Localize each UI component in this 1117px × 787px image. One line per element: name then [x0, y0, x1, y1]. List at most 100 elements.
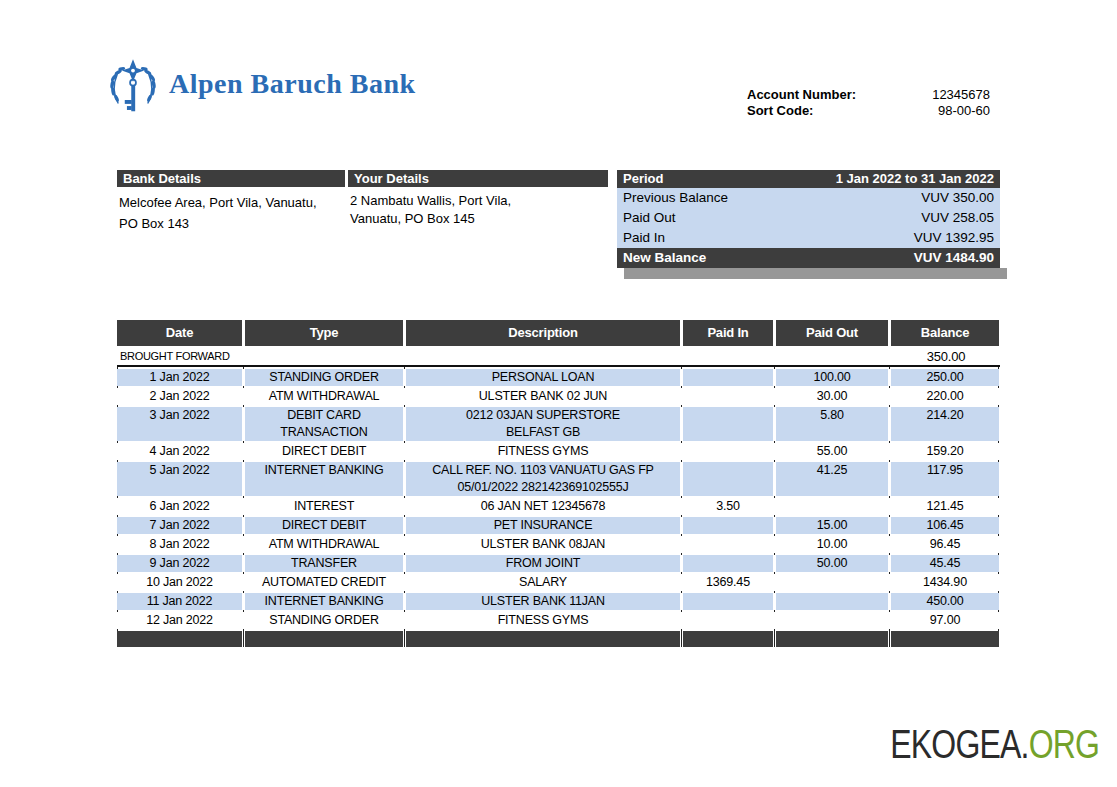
column-header-date: Date	[117, 320, 242, 346]
cell-line: BELFAST GB	[406, 424, 680, 441]
cell-line: CALL REF. NO. 1103 VANUATU GAS FP	[406, 462, 680, 479]
column-header-paid-in: Paid In	[683, 320, 773, 346]
brand-header: Alpen Baruch Bank	[107, 58, 416, 116]
cell-type: STANDING ORDER	[245, 369, 403, 386]
footer-bar-cell	[406, 631, 680, 647]
cell-date: 2 Jan 2022	[117, 388, 242, 405]
cell-line: 45.45	[891, 555, 999, 572]
cell-date: 10 Jan 2022	[117, 574, 242, 591]
new-balance-value: VUV 1484.90	[914, 248, 994, 268]
cell-balance: 450.00	[891, 593, 999, 610]
summary-rows: Previous BalanceVUV 350.00Paid OutVUV 25…	[617, 188, 1000, 248]
cell-line: 1434.90	[891, 574, 999, 591]
cell-paid-out	[776, 498, 888, 515]
cell-line: ULSTER BANK 02 JUN	[406, 388, 680, 405]
cell-line: STANDING ORDER	[245, 612, 403, 629]
bank-logo-icon	[107, 58, 159, 116]
cell-line: 05/01/2022 282142369102555J	[406, 479, 680, 496]
cell-line: TRANSFER	[245, 555, 403, 572]
cell-date: 12 Jan 2022	[117, 612, 242, 629]
cell-balance: 250.00	[891, 369, 999, 386]
address-line: 2 Nambatu Wallis, Port Vila,	[350, 192, 606, 210]
transaction-row: 2 Jan 2022ATM WITHDRAWALULSTER BANK 02 J…	[117, 388, 1000, 405]
cell-balance: 106.45	[891, 517, 999, 534]
transaction-row: 1 Jan 2022STANDING ORDERPERSONAL LOAN100…	[117, 369, 1000, 386]
cell-line: PERSONAL LOAN	[406, 369, 680, 386]
cell-line: ATM WITHDRAWAL	[245, 536, 403, 553]
cell-paid-in	[683, 443, 773, 460]
cell-line: STANDING ORDER	[245, 369, 403, 386]
summary-row: Paid In VUV 1392.95	[617, 228, 1000, 248]
cell-description: PERSONAL LOAN	[406, 369, 680, 386]
cell-type: INTERNET BANKING	[245, 593, 403, 610]
account-number-row: Account Number: 12345678	[747, 87, 990, 103]
cell-paid-in	[683, 536, 773, 553]
cell-line: 55.00	[776, 443, 888, 460]
cell-line: 50.00	[776, 555, 888, 572]
bank-details-title: Bank Details	[117, 170, 345, 187]
cell-line: AUTOMATED CREDIT	[245, 574, 403, 591]
summary-label: Paid In	[623, 228, 665, 248]
cell-paid-out: 50.00	[776, 555, 888, 572]
cell-description: 06 JAN NET 12345678	[406, 498, 680, 515]
table-footer-bar	[117, 631, 1000, 647]
sort-code-label: Sort Code:	[747, 103, 813, 119]
cell-line: 5 Jan 2022	[117, 462, 242, 479]
cell-line: 97.00	[891, 612, 999, 629]
cell-line: 250.00	[891, 369, 999, 386]
cell-balance: 159.20	[891, 443, 999, 460]
customer-address: 2 Nambatu Wallis, Port Vila,Vanuatu, PO …	[348, 187, 608, 228]
cell-date: 5 Jan 2022	[117, 462, 242, 496]
table-header-row: DateTypeDescriptionPaid InPaid OutBalanc…	[117, 320, 1000, 346]
cell-date: 11 Jan 2022	[117, 593, 242, 610]
cell-line: 450.00	[891, 593, 999, 610]
cell-line: 30.00	[776, 388, 888, 405]
cell-date: 6 Jan 2022	[117, 498, 242, 515]
cell-line: 106.45	[891, 517, 999, 534]
cell-line: 3.50	[683, 498, 773, 515]
bank-name: Alpen Baruch Bank	[169, 68, 416, 106]
cell-line: 1 Jan 2022	[117, 369, 242, 386]
cell-paid-in: 1369.45	[683, 574, 773, 591]
transaction-row: 3 Jan 2022DEBIT CARDTRANSACTION0212 03JA…	[117, 407, 1000, 441]
cell-description: ULSTER BANK 02 JUN	[406, 388, 680, 405]
bank-statement-page: Alpen Baruch Bank Account Number: 123456…	[0, 0, 1117, 787]
account-info: Account Number: 12345678 Sort Code: 98-0…	[747, 87, 990, 119]
cell-line: 8 Jan 2022	[117, 536, 242, 553]
cell-line: 12 Jan 2022	[117, 612, 242, 629]
column-header-paid-out: Paid Out	[776, 320, 888, 346]
cell-paid-out: 5.80	[776, 407, 888, 441]
summary-value: VUV 258.05	[921, 208, 994, 228]
cell-line: TRANSACTION	[245, 424, 403, 441]
cell-line: ULSTER BANK 08JAN	[406, 536, 680, 553]
cell-paid-in	[683, 555, 773, 572]
cell-type: AUTOMATED CREDIT	[245, 574, 403, 591]
cell-line: 7 Jan 2022	[117, 517, 242, 534]
cell-paid-in	[683, 462, 773, 496]
summary-label: Paid Out	[623, 208, 676, 228]
summary-value: VUV 1392.95	[914, 228, 994, 248]
address-line: Vanuatu, PO Box 145	[350, 210, 606, 228]
cell-date: 7 Jan 2022	[117, 517, 242, 534]
cell-line: ATM WITHDRAWAL	[245, 388, 403, 405]
cell-description: FITNESS GYMS	[406, 612, 680, 629]
transaction-row: 4 Jan 2022DIRECT DEBITFITNESS GYMS55.001…	[117, 443, 1000, 460]
cell-paid-in	[683, 388, 773, 405]
cell-description: CALL REF. NO. 1103 VANUATU GAS FP05/01/2…	[406, 462, 680, 496]
cell-type: DIRECT DEBIT	[245, 517, 403, 534]
column-header-type: Type	[245, 320, 403, 346]
new-balance-row: New Balance VUV 1484.90	[617, 248, 1000, 268]
account-number-label: Account Number:	[747, 87, 856, 103]
column-header-balance: Balance	[891, 320, 999, 346]
brought-forward-label: BROUGHT FORWARD	[117, 350, 892, 362]
cell-paid-out: 30.00	[776, 388, 888, 405]
transaction-row: 5 Jan 2022INTERNET BANKINGCALL REF. NO. …	[117, 462, 1000, 496]
bank-details-block: Bank Details Melcofee Area, Port Vila, V…	[117, 170, 345, 268]
summary-row: Paid Out VUV 258.05	[617, 208, 1000, 228]
cell-line: FROM JOINT	[406, 555, 680, 572]
cell-date: 3 Jan 2022	[117, 407, 242, 441]
cell-line: 6 Jan 2022	[117, 498, 242, 515]
cell-line: SALARY	[406, 574, 680, 591]
your-details-block: Your Details 2 Nambatu Wallis, Port Vila…	[348, 170, 608, 268]
cell-line: 4 Jan 2022	[117, 443, 242, 460]
